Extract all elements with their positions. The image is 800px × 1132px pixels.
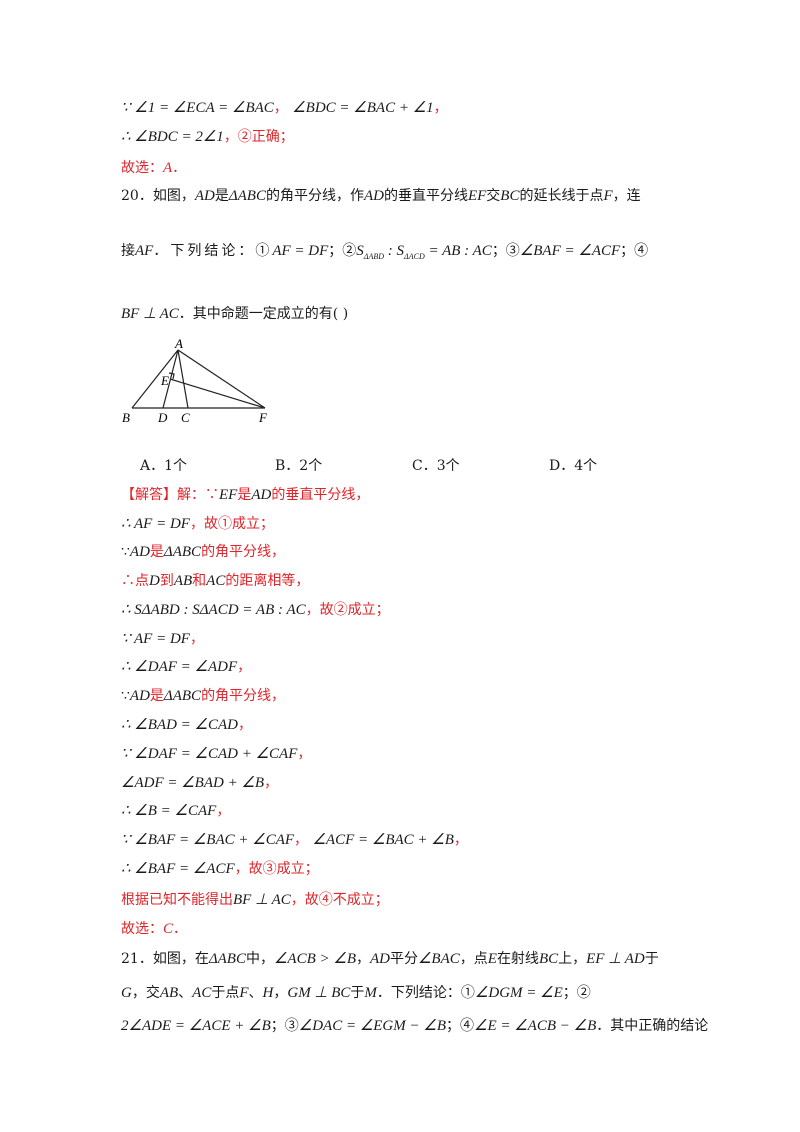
- option-d: D．4个: [549, 458, 598, 474]
- q20-line-2: 接AF．下列结论：①AF = DF；②SΔABD : SΔACD = AB : …: [121, 243, 649, 261]
- q21-line-1: 21．如图，在ΔABC中，∠ACB > ∠B，AD平分∠BAC，点E在射线BC上…: [121, 951, 659, 967]
- label-c: C: [181, 410, 190, 425]
- sol-answer: 故选：C．: [121, 921, 188, 937]
- prev-line-1: ∵ ∠1 = ∠ECA = ∠BAC， ∠BDC = ∠BAC + ∠1，: [121, 100, 448, 116]
- sol-line-15: 根据已知不能得出BF ⊥ AC，故④不成立；: [121, 892, 389, 908]
- label-e: E: [160, 373, 169, 388]
- right-angle-mark: [168, 372, 175, 380]
- sol-line-5: ∴ SΔABD : SΔACD = AB : AC，故②成立；: [121, 602, 390, 618]
- option-b: B．2个: [275, 458, 323, 474]
- sol-line-10: ∵ ∠DAF = ∠CAD + ∠CAF，: [121, 746, 312, 762]
- prev-answer: 故选：A．: [121, 160, 187, 176]
- sol-line-1: 【解答】解：∵EF是AD的垂直平分线，: [121, 487, 370, 503]
- sol-line-9: ∴ ∠BAD = ∠CAD，: [121, 717, 252, 733]
- label-d: D: [157, 410, 168, 425]
- label-b: B: [122, 410, 130, 425]
- prev-line-2: ∴ ∠BDC = 2∠1，②正确；: [121, 129, 294, 145]
- option-a: A．1个: [140, 458, 188, 474]
- option-c: C．3个: [412, 458, 460, 474]
- label-a: A: [174, 338, 183, 351]
- sol-line-6: ∵ AF = DF，: [121, 631, 204, 647]
- q20-line-1: 20．如图，AD是ΔABC的角平分线，作AD的垂直平分线EF交BC的延长线于点F…: [121, 188, 641, 204]
- sol-line-2: ∴ AF = DF，故①成立；: [121, 516, 274, 532]
- q21-line-3: 2∠ADE = ∠ACE + ∠B；③∠DAC = ∠EGM − ∠B；④∠E …: [121, 1018, 709, 1034]
- sol-line-14: ∴ ∠BAF = ∠ACF，故③成立；: [121, 861, 319, 877]
- sol-line-11: ∠ADF = ∠BAD + ∠B，: [121, 775, 279, 791]
- label-f: F: [258, 410, 268, 425]
- segment-af: [177, 349, 266, 409]
- sol-line-7: ∴ ∠DAF = ∠ADF，: [121, 659, 252, 675]
- sol-line-8: ∵AD是ΔABC的角平分线，: [121, 688, 286, 704]
- q20-figure: A B D C E F: [122, 338, 268, 425]
- q20-line-3: BF ⊥ AC．其中命题一定成立的有( ): [121, 306, 349, 322]
- sol-line-4: ∴点D到AB和AC的距离相等，: [121, 573, 310, 589]
- sol-line-12: ∴ ∠B = ∠CAF，: [121, 803, 231, 819]
- sol-line-3: ∵AD是ΔABC的角平分线，: [121, 544, 286, 560]
- segment-ac: [177, 349, 189, 409]
- q21-line-2: G，交AB、AC于点F、H，GM ⊥ BC于M．下列结论：①∠DGM = ∠E；…: [121, 985, 591, 1001]
- segment-ab: [131, 349, 179, 409]
- sol-line-13: ∵ ∠BAF = ∠BAC + ∠CAF， ∠ACF = ∠BAC + ∠B，: [121, 832, 468, 848]
- segment-ef: [169, 378, 266, 409]
